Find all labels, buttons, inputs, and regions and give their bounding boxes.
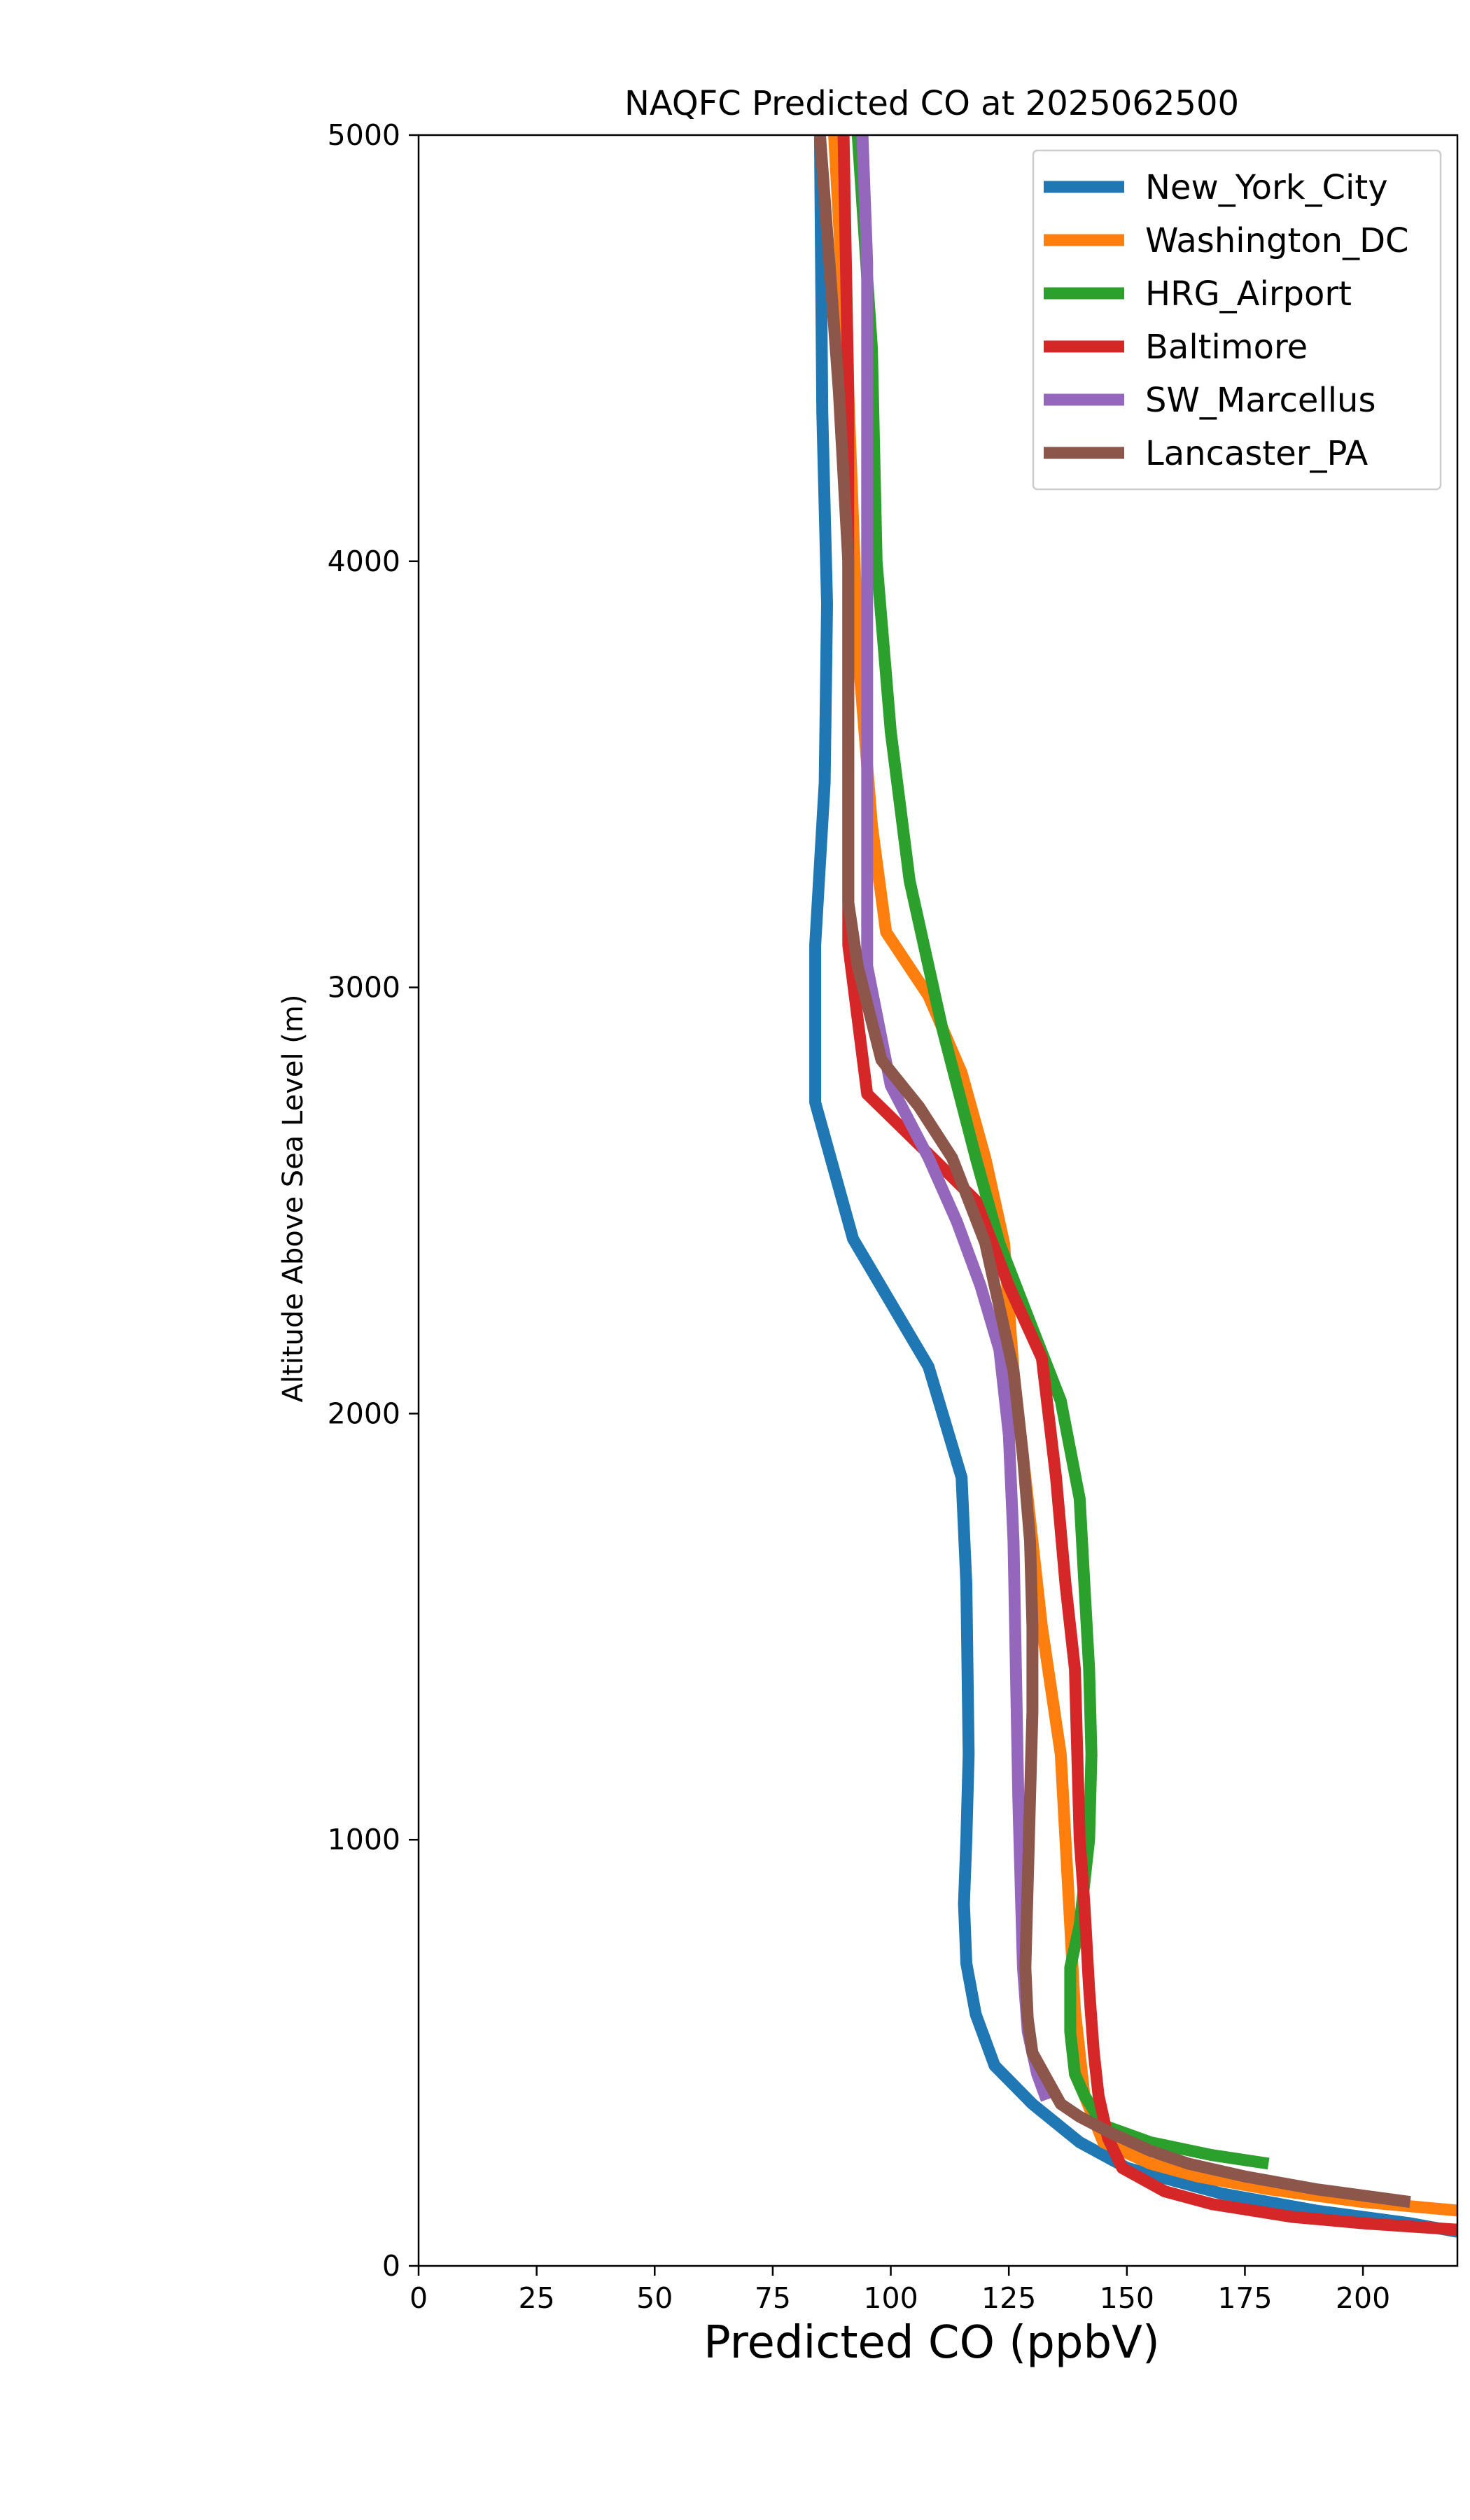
x-tick-label: 50 [636,2281,673,2315]
x-tick-label: 200 [1336,2281,1390,2315]
y-tick-label: 2000 [328,1396,400,1430]
x-tick-label: 75 [755,2281,791,2315]
series-line-hrg-airport [851,135,1270,2170]
y-axis: 0 1000 2000 3000 4000 5000 [328,118,419,2283]
series-line-lancaster-pa [813,135,1411,2208]
x-tick-label: 0 [410,2281,428,2315]
y-tick-label: 0 [382,2249,400,2283]
x-tick-label: 25 [519,2281,555,2315]
plot-frame [417,134,1459,2267]
x-axis-label: Predicted CO (ppbV) [704,2317,1160,2369]
legend-box [1032,149,1442,491]
legend-label: New_York_City [1145,168,1388,207]
series-line-new-york-city [809,135,1457,2238]
x-tick-label: 150 [1100,2281,1154,2315]
y-axis-label: Altitude Above Sea Level (m) [277,995,309,1403]
legend-label: HRG_Airport [1145,274,1352,314]
x-tick-label: 100 [863,2281,918,2315]
y-tick-label: 3000 [328,971,400,1004]
y-tick-label: 1000 [328,1823,400,1856]
legend-label: Washington_DC [1145,221,1409,260]
legend: New_York_City Washington_DC HRG_Airport Bal… [1032,149,1442,491]
x-tick-label: 175 [1217,2281,1272,2315]
y-tick-label: 5000 [328,118,400,152]
series-line-baltimore [837,135,1457,2236]
chart-title: NAQFC Predicted CO at 2025062500 [624,84,1239,123]
x-tick-label: 125 [981,2281,1036,2315]
legend-label: SW_Marcellus [1145,381,1376,420]
legend-label: Baltimore [1145,328,1308,367]
legend-label: Lancaster_PA [1145,434,1368,473]
y-tick-label: 4000 [328,545,400,578]
x-axis: 0 25 50 75 100 125 150 175 200 [410,2266,1390,2315]
plot-lines [809,135,1457,2238]
